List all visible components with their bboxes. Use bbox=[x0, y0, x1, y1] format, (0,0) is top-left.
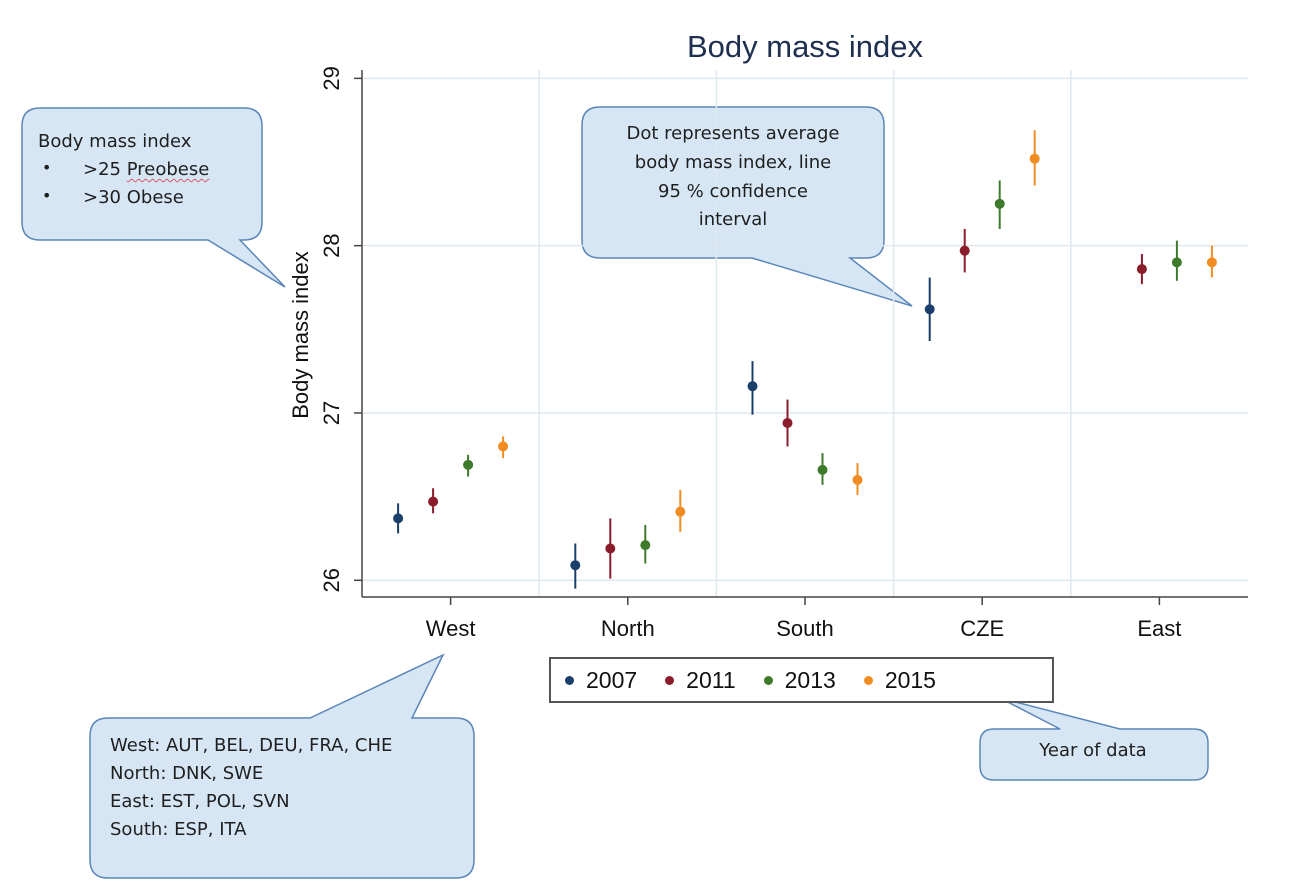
point-2013-north bbox=[640, 540, 651, 551]
y-tick-label: 27 bbox=[319, 401, 344, 425]
legend-label: 2015 bbox=[884, 666, 936, 693]
legend-swatch bbox=[665, 675, 675, 685]
dot-callout-line: body mass index, line bbox=[634, 151, 832, 173]
point-2007-north bbox=[570, 560, 581, 571]
axis-layer: 26 27 28 29 West North South CZE East bbox=[319, 66, 1248, 641]
dot-callout-bubble bbox=[581, 106, 913, 307]
point-2013-south bbox=[817, 464, 828, 475]
chart-title: Body mass index bbox=[687, 29, 924, 64]
bmi-callout-title: Body mass index bbox=[38, 131, 192, 152]
legend-item-2013: 2013 bbox=[763, 666, 836, 694]
point-2007-cze bbox=[924, 304, 935, 315]
point-2013-cze bbox=[994, 198, 1005, 209]
point-2015-south bbox=[852, 474, 863, 485]
dot-explanation-callout: Dot represents average body mass index, … bbox=[592, 120, 874, 235]
point-2007-west bbox=[393, 513, 404, 524]
legend-label: 2013 bbox=[784, 666, 836, 693]
bmi-callout-item: >25 Preobese bbox=[38, 156, 209, 184]
legend-item-2007: 2007 bbox=[565, 667, 637, 694]
callout-shapes bbox=[21, 106, 1209, 879]
point-2013-west bbox=[463, 459, 474, 470]
dot-callout-line: 95 % confidence bbox=[658, 180, 808, 202]
y-tick-label: 28 bbox=[319, 233, 344, 257]
point-2011-cze bbox=[959, 245, 970, 256]
point-2011-west bbox=[428, 496, 439, 507]
region-line: North: DNK, SWE bbox=[110, 762, 264, 784]
legend-swatch bbox=[565, 675, 574, 685]
x-tick-label: East bbox=[1137, 616, 1181, 641]
point-2007-south bbox=[747, 381, 758, 392]
point-2011-north bbox=[605, 543, 616, 554]
x-tick-label: CZE bbox=[960, 616, 1004, 641]
year-callout-text: Year of data bbox=[1039, 740, 1147, 761]
legend: 2007 2011 2013 2015 bbox=[549, 657, 1054, 703]
year-callout-bubble bbox=[979, 697, 1209, 781]
point-2011-east bbox=[1136, 264, 1147, 275]
legend-label: 2007 bbox=[586, 666, 638, 693]
y-tick-label: 29 bbox=[319, 66, 344, 90]
point-2015-cze bbox=[1029, 153, 1040, 164]
legend-label: 2011 bbox=[686, 666, 736, 693]
y-tick-label: 26 bbox=[319, 568, 344, 592]
y-axis-label: Body mass index bbox=[288, 251, 313, 419]
legend-swatch bbox=[863, 675, 873, 685]
x-tick-label: North bbox=[601, 616, 655, 641]
region-line: East: EST, POL, SVN bbox=[110, 790, 290, 812]
dot-callout-line: Dot represents average bbox=[626, 123, 840, 144]
marks-layer bbox=[393, 130, 1217, 589]
legend-swatch bbox=[763, 675, 773, 685]
region-line: West: AUT, BEL, DEU, FRA, CHE bbox=[110, 735, 393, 756]
region-callout-bubble bbox=[89, 653, 475, 879]
x-tick-label: West bbox=[426, 616, 476, 641]
point-2015-west bbox=[498, 441, 509, 452]
point-2013-east bbox=[1171, 257, 1182, 268]
legend-item-2011: 2011 bbox=[665, 666, 736, 694]
x-tick-label: South bbox=[776, 616, 834, 641]
year-of-data-callout: Year of data bbox=[985, 737, 1201, 765]
point-2015-north bbox=[675, 506, 686, 517]
bmi-category-callout: Body mass index >25 Preobese >30 Obese bbox=[38, 128, 209, 212]
region-line: South: ESP, ITA bbox=[110, 818, 247, 840]
bmi-callout-item: >30 Obese bbox=[38, 184, 209, 212]
region-definition-callout: West: AUT, BEL, DEU, FRA, CHE North: DNK… bbox=[110, 732, 392, 844]
spellcheck-word: Preobese bbox=[126, 158, 210, 180]
dot-callout-line: interval bbox=[698, 209, 768, 231]
point-2011-south bbox=[782, 418, 793, 429]
point-2015-east bbox=[1206, 257, 1217, 268]
legend-item-2015: 2015 bbox=[863, 666, 936, 694]
grid-layer bbox=[362, 70, 1248, 597]
